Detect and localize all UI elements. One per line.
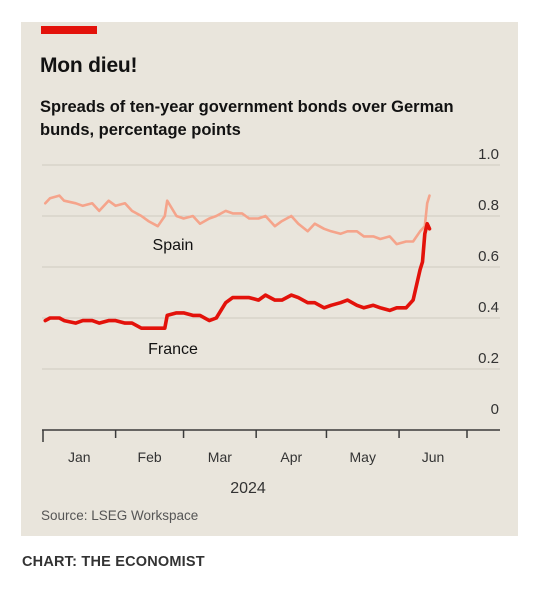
chart-subtitle: Spreads of ten-year government bonds ove… <box>40 98 454 139</box>
series-label-france: France <box>148 341 198 358</box>
series-lines <box>43 194 432 330</box>
x-tick-label: Jan <box>68 449 91 465</box>
series-line-spain <box>44 194 431 246</box>
x-tick-label: Mar <box>208 449 232 465</box>
y-tick-label: 1.0 <box>478 146 499 163</box>
x-tick-label: Jun <box>422 449 445 465</box>
y-axis-tick-labels: 1.0 0.8 0.6 0.4 0.2 0 <box>478 146 499 418</box>
series-labels: Spain France <box>148 237 198 358</box>
x-tick-label: Apr <box>280 449 302 465</box>
chart-credit: CHART: THE ECONOMIST <box>22 554 205 570</box>
y-tick-label: 0.6 <box>478 248 499 265</box>
series-line-france <box>43 221 432 330</box>
x-axis: Jan Feb Mar Apr May Jun 2024 <box>42 429 500 497</box>
x-tick-label: May <box>350 449 376 465</box>
economist-red-tag <box>41 26 97 34</box>
source-note: Source: LSEG Workspace <box>41 508 199 523</box>
x-axis-year-label: 2024 <box>230 480 266 497</box>
chart-title: Mon dieu! <box>40 54 138 77</box>
y-tick-label: 0.8 <box>478 197 499 214</box>
chart-panel <box>21 22 518 536</box>
y-tick-label: 0.2 <box>478 350 499 367</box>
series-label-spain: Spain <box>153 237 194 254</box>
y-tick-label: 0 <box>491 401 499 418</box>
gridlines <box>42 164 500 370</box>
x-tick-label: Feb <box>138 449 162 465</box>
y-tick-label: 0.4 <box>478 299 499 316</box>
